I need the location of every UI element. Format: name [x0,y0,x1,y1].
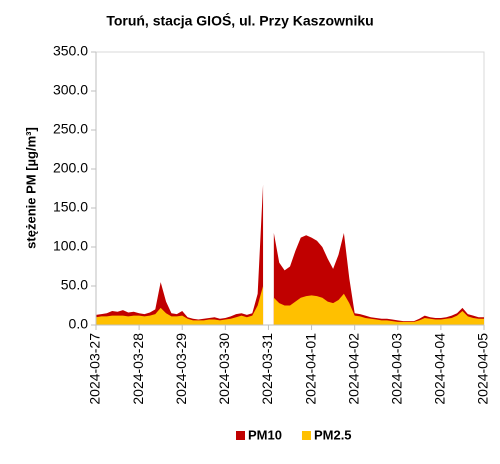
x-tick-label: 2024-03-29 [173,333,189,405]
area [96,286,264,325]
x-tick-label: 2024-04-01 [302,333,318,405]
y-tick-label: 50.0 [61,277,88,293]
y-tick-label: 250.0 [53,121,88,137]
x-tick-label: 2024-03-31 [259,333,275,405]
legend-swatch [301,431,311,440]
x-tick-label: 2024-03-30 [216,333,232,405]
y-tick-label: 100.0 [53,238,88,254]
y-tick-label: 300.0 [53,82,88,98]
y-axis-label: stężenie PM [µg/m³] [23,127,38,249]
x-tick-label: 2024-04-02 [345,333,361,405]
area [96,184,264,325]
legend-label: PM2.5 [314,427,352,442]
legend-label: PM10 [248,427,282,442]
y-tick-label: 200.0 [53,160,88,176]
x-tick-label: 2024-04-05 [475,333,491,405]
y-tick-label: 0.0 [69,316,89,332]
x-tick-label: 2024-04-04 [432,333,448,405]
x-tick-label: 2024-03-27 [87,333,103,405]
y-tick-label: 150.0 [53,199,88,215]
legend-swatch [236,431,245,440]
x-tick-label: 2024-03-28 [130,333,146,405]
y-tick-label: 350.0 [53,43,88,59]
x-tick-label: 2024-04-03 [388,333,404,405]
area [273,293,484,325]
chart-title: Toruń, stacja GIOŚ, ul. Przy Kaszowniku [106,12,373,29]
